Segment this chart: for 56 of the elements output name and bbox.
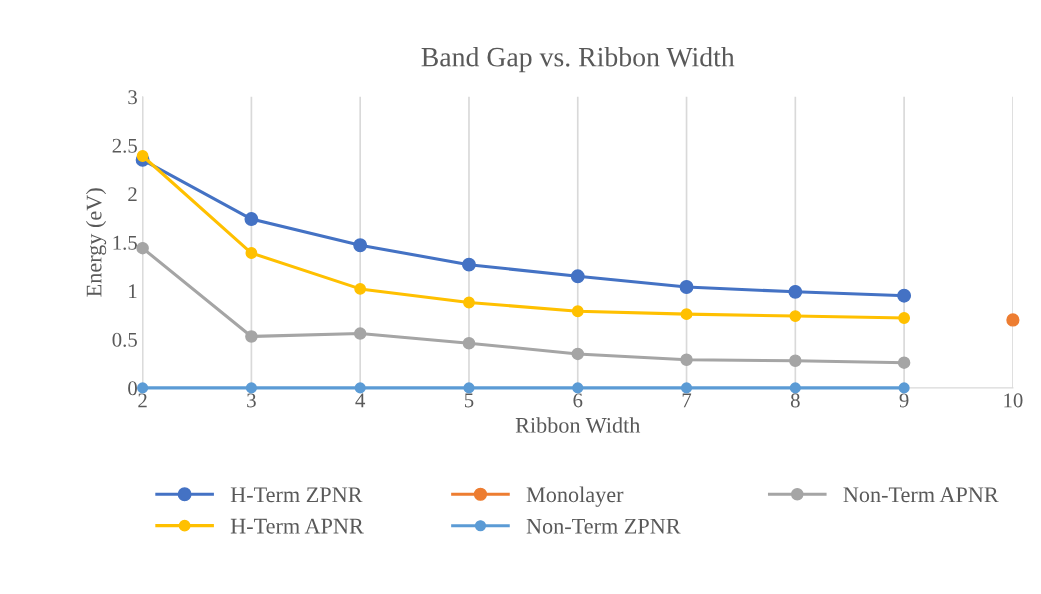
x-tick-label: 2 bbox=[138, 393, 147, 408]
point bbox=[788, 284, 803, 299]
point bbox=[462, 337, 476, 350]
legend-label: H-Term APNR bbox=[230, 518, 364, 534]
point bbox=[898, 382, 910, 394]
y-tick-label: 3 bbox=[128, 90, 137, 105]
point bbox=[571, 347, 585, 361]
y-tick-label: 0.5 bbox=[112, 332, 137, 347]
y-tick-label: 2 bbox=[128, 187, 137, 202]
y-axis-title: Energy (eV) bbox=[85, 188, 107, 297]
x-tick-label: 3 bbox=[247, 393, 256, 408]
chart-title: Band Gap vs. Ribbon Width bbox=[421, 46, 735, 73]
point bbox=[245, 382, 257, 394]
point bbox=[897, 288, 912, 303]
point bbox=[570, 269, 585, 284]
point bbox=[1006, 313, 1020, 327]
point bbox=[572, 382, 584, 394]
point bbox=[463, 296, 475, 309]
point bbox=[680, 353, 693, 366]
legend-label: Non-Term APNR bbox=[843, 487, 999, 503]
point bbox=[136, 241, 149, 255]
x-tick-label: 5 bbox=[464, 393, 474, 408]
x-tick-label: 4 bbox=[355, 393, 366, 408]
x-tick-label: 9 bbox=[899, 393, 909, 408]
point bbox=[353, 238, 368, 253]
point bbox=[571, 305, 584, 318]
y-tick-label: 1.5 bbox=[113, 235, 137, 250]
point bbox=[897, 356, 911, 369]
x-axis-title: Ribbon Width bbox=[515, 417, 641, 433]
x-tick-label: 7 bbox=[682, 393, 692, 408]
point bbox=[680, 308, 693, 321]
point bbox=[679, 280, 694, 294]
point bbox=[463, 382, 475, 394]
point bbox=[245, 247, 258, 259]
legend-label: Non-Term ZPNR bbox=[526, 518, 681, 534]
point bbox=[136, 150, 149, 162]
point bbox=[137, 382, 149, 394]
y-tick-label: 2.5 bbox=[112, 138, 137, 153]
x-tick-label: 10 bbox=[1004, 393, 1023, 408]
point bbox=[245, 330, 258, 343]
y-tick-label: 0 bbox=[128, 381, 137, 396]
point bbox=[789, 310, 802, 322]
point bbox=[898, 312, 911, 324]
legend-label: H-Term ZPNR bbox=[230, 487, 363, 503]
legend-label: Monolayer bbox=[526, 486, 624, 507]
point bbox=[354, 283, 367, 295]
y-tick-label: 1 bbox=[129, 284, 137, 299]
point bbox=[789, 382, 801, 394]
point bbox=[354, 382, 366, 394]
point bbox=[244, 212, 259, 227]
point bbox=[462, 257, 476, 272]
point bbox=[680, 382, 693, 394]
point bbox=[353, 327, 367, 340]
point bbox=[789, 354, 802, 367]
x-tick-label: 6 bbox=[573, 393, 583, 408]
x-tick-label: 8 bbox=[790, 393, 800, 408]
